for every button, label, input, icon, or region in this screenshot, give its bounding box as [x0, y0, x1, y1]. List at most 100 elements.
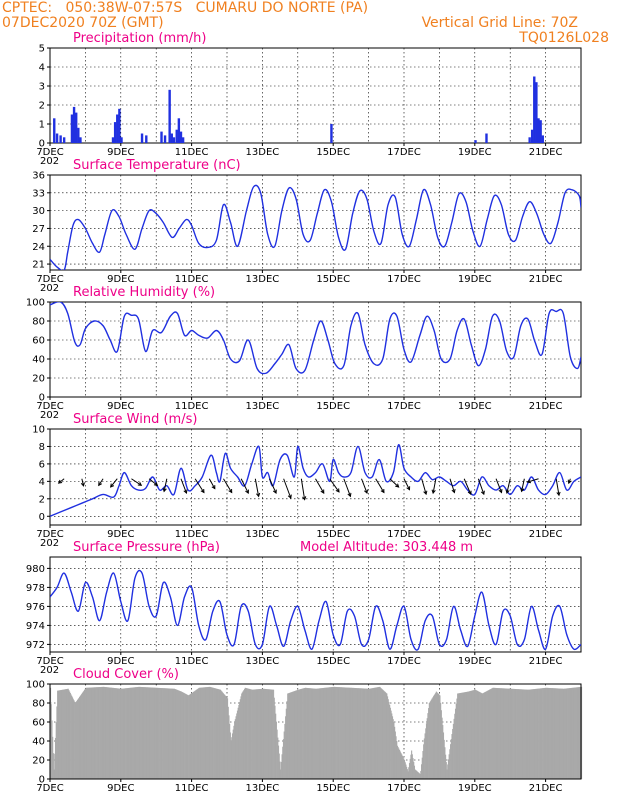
cloud-cover-column — [353, 687, 355, 779]
press-xtick-label: 7DEC — [36, 656, 63, 667]
rh-year-fragment: 202 — [40, 410, 59, 421]
cloud-cover-column — [322, 687, 324, 779]
cloud-cover-column — [273, 697, 275, 779]
cloud-cover-column — [342, 687, 344, 779]
cloud-cover-column — [205, 687, 207, 779]
cloud-cover-column — [490, 688, 492, 779]
wind-year-fragment: 202 — [40, 538, 59, 549]
wind-vector-head — [137, 482, 143, 486]
cloud-cover-column — [188, 695, 190, 779]
cloud-cover-column — [417, 772, 419, 779]
temp-ytick-label: 36 — [32, 171, 45, 182]
cloud-cover-column — [472, 690, 474, 779]
cloud-cover-column — [491, 688, 493, 779]
cloud-panel: Cloud Cover (%) 0 20 40 60 80 100 7DEC 9DEC 11DE… — [26, 667, 583, 794]
cloud-cover-column — [231, 737, 233, 779]
cloud-cover-column — [287, 693, 289, 779]
cloud-cover-column — [575, 687, 577, 779]
precip-xtick-label: 15DEC — [316, 147, 350, 158]
cloud-cover-column — [382, 690, 384, 779]
cloud-cover-column — [66, 688, 69, 779]
wind-vector — [343, 478, 351, 497]
precip-bar — [535, 82, 538, 143]
cloud-cover-column — [200, 687, 202, 779]
cloud-cover-column — [554, 688, 556, 779]
cloud-cover-column — [185, 693, 187, 779]
cloud-cover-column — [310, 688, 312, 779]
cloud-cover-column — [251, 689, 253, 779]
cloud-cover-column — [313, 688, 315, 779]
cloud-cover-column — [195, 690, 197, 779]
cloud-cover-column — [440, 702, 442, 779]
cloud-ytick-label: 0 — [39, 775, 45, 786]
cloud-cover-column — [171, 688, 173, 779]
cloud-cover-column — [576, 687, 578, 779]
cloud-cover-column — [213, 687, 215, 779]
cloud-cover-column — [576, 687, 578, 779]
cloud-cover-column — [275, 713, 277, 779]
press-ytick-label: 976 — [26, 602, 45, 613]
cloud-cover-column — [459, 693, 461, 779]
cloud-cover-column — [178, 690, 180, 779]
precip-bar — [537, 118, 540, 143]
wind-vector — [194, 478, 205, 493]
wind-vector-head — [556, 491, 561, 497]
cloud-cover-column — [458, 693, 460, 779]
cloud-cover-column — [454, 708, 457, 779]
cloud-cover-column — [525, 689, 527, 779]
cloud-cover-column — [113, 687, 115, 779]
cloud-cover-column — [133, 687, 135, 779]
wind-series-line — [50, 444, 581, 517]
cloud-cover-column — [314, 688, 316, 779]
cloud-cover-column — [450, 739, 452, 779]
cloud-cover-column — [319, 688, 321, 779]
cloud-cover-column — [415, 770, 417, 779]
cloud-cover-column — [440, 710, 442, 779]
cloud-cover-column — [91, 687, 93, 779]
cloud-cover-column — [260, 688, 262, 779]
cloud-cover-column — [265, 689, 268, 779]
cloud-cover-column — [539, 688, 542, 779]
pressure-title: Surface Pressure (hPa) — [73, 540, 220, 555]
wind-vector-head — [423, 490, 428, 496]
cloud-cover-column — [413, 761, 415, 779]
wind-vector — [449, 478, 455, 493]
wind-vector — [506, 478, 511, 494]
wind-ytick-label: 10 — [32, 425, 45, 436]
cloud-cover-column — [443, 739, 445, 779]
cloud-cover-column — [420, 770, 422, 779]
cloud-cover-column — [487, 690, 489, 779]
cloud-cover-column — [321, 688, 323, 779]
cloud-cover-column — [557, 688, 559, 779]
cloud-cover-column — [224, 694, 226, 779]
cloud-cover-column — [537, 688, 539, 779]
wind-xtick-label: 21DEC — [529, 529, 563, 540]
cloud-cover-column — [578, 687, 580, 779]
cloud-cover-column — [71, 695, 73, 779]
precip-bar — [172, 137, 176, 143]
cloud-cover-column — [72, 698, 74, 779]
cloud-cover-column — [300, 688, 302, 779]
cloud-cover-column — [471, 690, 473, 779]
cloud-cover-column — [517, 689, 519, 779]
rh-xtick-label: 13DEC — [246, 401, 280, 412]
cloud-cover-column — [335, 686, 337, 779]
cloud-cover-column — [62, 689, 64, 779]
press-xtick-label: 15DEC — [316, 656, 350, 667]
header-gridline: Vertical Grid Line: 70Z — [422, 15, 578, 31]
press-xtick-label: 9DEC — [107, 656, 134, 667]
cloud-cover-column — [168, 688, 170, 779]
cloud-cover-column — [221, 691, 223, 779]
cloud-cover-column — [263, 688, 265, 779]
cloud-cover-column — [476, 690, 478, 779]
cloud-cover-column — [236, 710, 239, 779]
cloud-cover-column — [326, 687, 328, 779]
cloud-cover-column — [180, 691, 183, 779]
wind-ytick-label: 6 — [39, 459, 45, 470]
cloud-cover-column — [442, 732, 445, 779]
cloud-cover-column — [166, 688, 168, 779]
cloud-cover-column — [486, 690, 488, 779]
cloud-cover-column — [214, 688, 217, 779]
cloud-cover-column — [425, 728, 427, 779]
rh-ytick-label: 20 — [32, 374, 45, 385]
